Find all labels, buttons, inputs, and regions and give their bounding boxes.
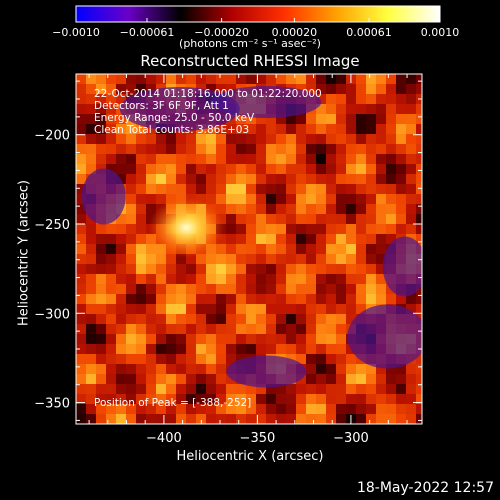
datestamp: 18-May-2022 12:57 (356, 480, 494, 496)
colorbar-ticks: −0.0010 −0.00061 −0.00020 0.00020 0.00061 0.0… (52, 18, 459, 39)
annotation-clean-counts: Clean Total counts: 3.86E+03 (94, 124, 250, 136)
annotation-energy-range: Energy Range: 25.0 - 50.0 keV (94, 112, 255, 124)
colorbar (75, 5, 441, 23)
x-tick-label: −400 (146, 431, 182, 446)
y-tick-label: −300 (34, 307, 70, 322)
y-tick-label: −350 (34, 397, 70, 412)
colorbar-tick-label: −0.00020 (194, 26, 249, 39)
annotation-detectors: Detectors: 3F 6F 9F, Att 1 (94, 100, 229, 112)
y-tick-label: −250 (34, 218, 70, 233)
x-tick-label: −300 (333, 431, 369, 446)
y-tick-label: −200 (34, 129, 70, 144)
x-axis-label: Heliocentric X (arcsec) (176, 449, 324, 464)
colorbar-unit-label: (photons cm⁻² s⁻¹ asec⁻²) (179, 37, 321, 50)
chart-title: Reconstructed RHESSI Image (140, 52, 360, 70)
peak-position-label: Position of Peak = [-388,-252] (94, 397, 252, 409)
colorbar-tick-label: −0.0010 (52, 26, 100, 39)
colorbar-tick-label: 0.0010 (421, 26, 460, 39)
colorbar-tick-label: 0.00061 (346, 26, 392, 39)
colorbar-tick-label: 0.00020 (272, 26, 318, 39)
heatmap-image (76, 74, 422, 424)
annotation-time-range: 22-Oct-2014 01:18:16.000 to 01:22:20.000 (94, 88, 322, 100)
y-axis-label: Heliocentric Y (arcsec) (16, 180, 32, 326)
x-tick-label: −350 (240, 431, 276, 446)
peak-source (148, 197, 225, 258)
axis-ticks: −400 −350 −300 −200 −250 −300 −350 (34, 74, 422, 446)
colorbar-tick-label: −0.00061 (120, 26, 175, 39)
plot-frame (75, 73, 423, 425)
